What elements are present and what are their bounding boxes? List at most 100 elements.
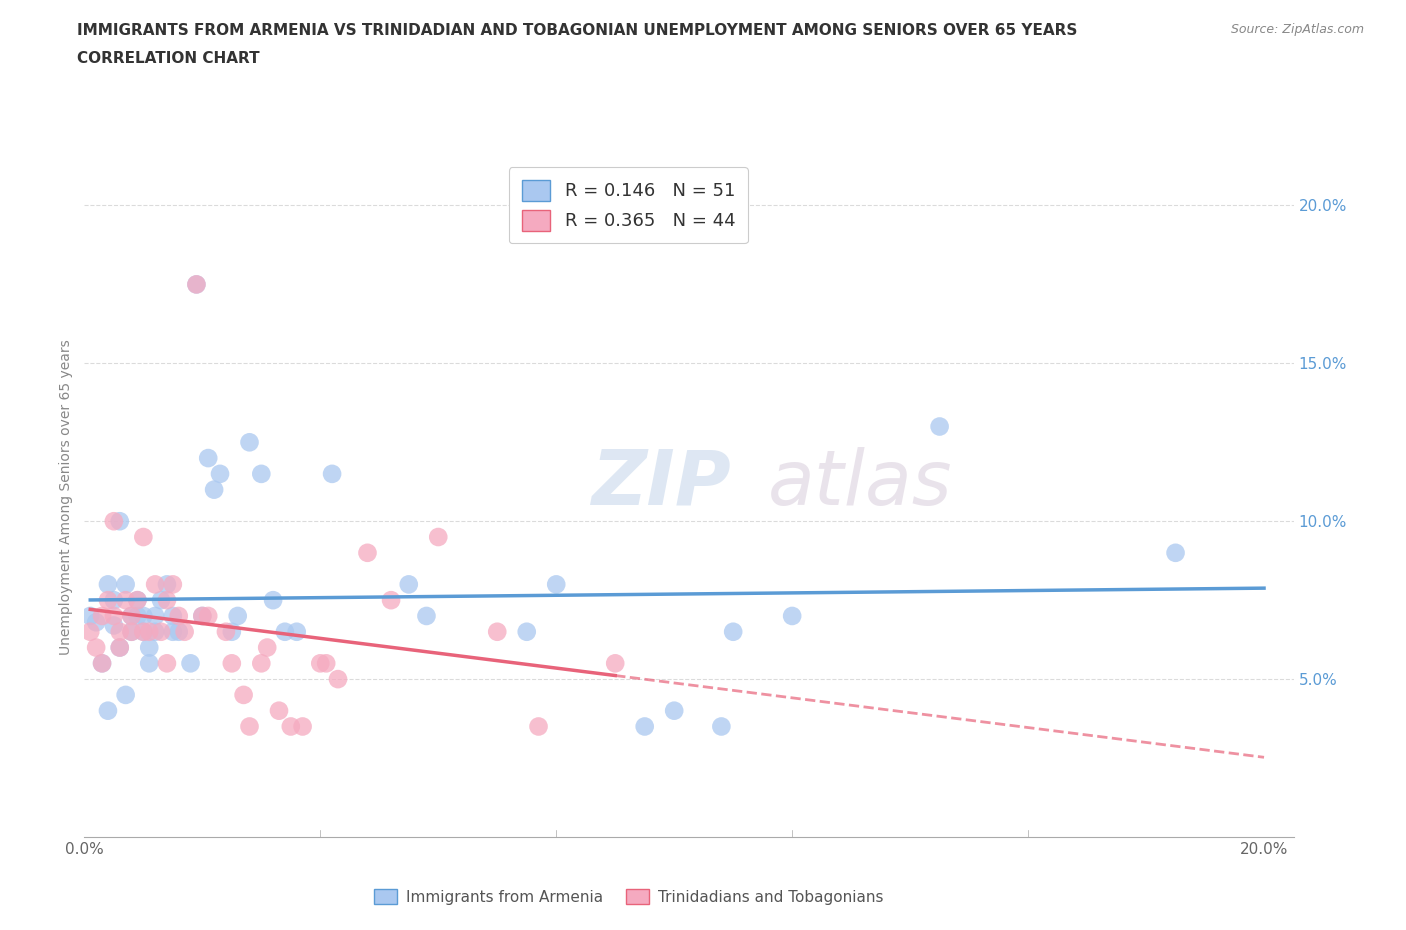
Point	[1164, 545, 1187, 560]
Point	[202, 483, 225, 498]
Legend: Immigrants from Armenia, Trinidadians and Tobagonians: Immigrants from Armenia, Trinidadians an…	[367, 883, 890, 910]
Point	[103, 513, 125, 528]
Point	[238, 435, 260, 450]
Point	[928, 419, 950, 434]
Point	[132, 529, 155, 544]
Text: ZIP: ZIP	[592, 447, 733, 521]
Point	[191, 608, 214, 623]
Point	[150, 624, 173, 639]
Point	[197, 451, 219, 466]
Point	[108, 624, 131, 639]
Point	[103, 608, 125, 623]
Point	[162, 624, 184, 639]
Point	[262, 592, 284, 607]
Text: atlas: atlas	[768, 447, 952, 521]
Point	[132, 624, 155, 639]
Point	[215, 624, 238, 639]
Point	[162, 608, 184, 623]
Point	[398, 577, 420, 591]
Point	[291, 719, 314, 734]
Point	[321, 467, 343, 482]
Point	[79, 624, 101, 639]
Point	[356, 545, 378, 560]
Point	[143, 608, 166, 623]
Point	[250, 467, 273, 482]
Point	[121, 608, 143, 623]
Point	[780, 608, 803, 623]
Point	[162, 577, 184, 591]
Point	[315, 656, 337, 671]
Point	[121, 608, 143, 623]
Point	[121, 624, 143, 639]
Point	[127, 608, 149, 623]
Point	[710, 719, 733, 734]
Point	[150, 592, 173, 607]
Point	[285, 624, 308, 639]
Point	[138, 624, 160, 639]
Point	[91, 608, 114, 623]
Point	[250, 656, 273, 671]
Point	[221, 624, 243, 639]
Point	[309, 656, 332, 671]
Point	[380, 592, 402, 607]
Point	[274, 624, 297, 639]
Point	[232, 687, 254, 702]
Point	[143, 577, 166, 591]
Point	[132, 608, 155, 623]
Point	[156, 577, 179, 591]
Point	[546, 577, 568, 591]
Point	[634, 719, 657, 734]
Point	[267, 703, 290, 718]
Point	[91, 656, 114, 671]
Point	[221, 656, 243, 671]
Point	[226, 608, 249, 623]
Point	[108, 640, 131, 655]
Point	[238, 719, 260, 734]
Point	[516, 624, 538, 639]
Point	[156, 656, 179, 671]
Point	[197, 608, 219, 623]
Point	[114, 687, 136, 702]
Point	[527, 719, 550, 734]
Point	[103, 592, 125, 607]
Point	[138, 640, 160, 655]
Point	[97, 577, 120, 591]
Point	[138, 656, 160, 671]
Point	[326, 671, 349, 686]
Point	[186, 277, 208, 292]
Point	[84, 640, 107, 655]
Point	[180, 656, 202, 671]
Text: CORRELATION CHART: CORRELATION CHART	[77, 51, 260, 66]
Point	[91, 656, 114, 671]
Point	[114, 577, 136, 591]
Point	[173, 624, 195, 639]
Point	[121, 624, 143, 639]
Point	[97, 592, 120, 607]
Point	[167, 608, 190, 623]
Point	[415, 608, 437, 623]
Point	[486, 624, 509, 639]
Point	[114, 592, 136, 607]
Point	[84, 615, 107, 630]
Point	[186, 277, 208, 292]
Point	[108, 513, 131, 528]
Point	[191, 608, 214, 623]
Point	[97, 703, 120, 718]
Point	[132, 624, 155, 639]
Point	[664, 703, 686, 718]
Point	[143, 624, 166, 639]
Text: Source: ZipAtlas.com: Source: ZipAtlas.com	[1230, 23, 1364, 36]
Point	[127, 592, 149, 607]
Point	[605, 656, 627, 671]
Text: IMMIGRANTS FROM ARMENIA VS TRINIDADIAN AND TOBAGONIAN UNEMPLOYMENT AMONG SENIORS: IMMIGRANTS FROM ARMENIA VS TRINIDADIAN A…	[77, 23, 1078, 38]
Point	[208, 467, 231, 482]
Point	[156, 592, 179, 607]
Point	[167, 624, 190, 639]
Point	[108, 640, 131, 655]
Point	[721, 624, 744, 639]
Point	[256, 640, 278, 655]
Point	[127, 592, 149, 607]
Point	[280, 719, 302, 734]
Point	[103, 618, 125, 633]
Point	[79, 608, 101, 623]
